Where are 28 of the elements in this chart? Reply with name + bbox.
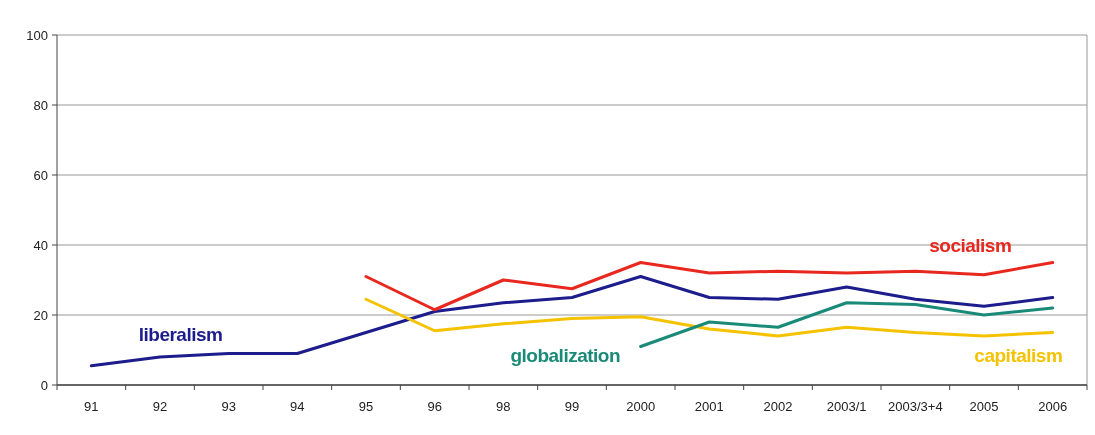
x-tick-label: 2003/3+4	[888, 399, 943, 414]
line-series	[364, 297, 1055, 338]
x-tick-label: 99	[564, 399, 580, 414]
x-tick-label: 2001	[694, 399, 724, 414]
y-tick-label: 0	[40, 377, 48, 393]
x-tick-label: 2000	[626, 399, 656, 414]
series-label: socialism	[929, 235, 1012, 256]
x-tick-label: 2002	[763, 399, 793, 414]
x-tick-label: 93	[221, 399, 236, 414]
x-tick-label: 2006	[1038, 399, 1068, 414]
series-label: globalization	[510, 345, 621, 367]
x-tick-label: 91	[84, 399, 99, 414]
x-tick-label: 94	[290, 399, 305, 414]
y-tick-label: 100	[26, 27, 48, 43]
x-tick-label: 98	[496, 399, 511, 414]
y-tick-label: 80	[33, 97, 48, 113]
series-label: liberalism	[138, 324, 223, 346]
line-series	[639, 301, 1055, 348]
y-tick-label: 40	[33, 237, 48, 253]
line-series	[364, 261, 1055, 312]
x-tick-label: 2003/1	[826, 399, 867, 414]
x-tick-label: 2005	[969, 399, 999, 414]
x-tick-label: 95	[358, 399, 374, 414]
x-tick-label: 96	[427, 399, 442, 414]
y-tick-label: 20	[33, 307, 48, 323]
x-tick-label: 92	[152, 399, 168, 414]
series-label: capitalism	[974, 345, 1063, 367]
y-tick-label: 60	[33, 167, 48, 183]
